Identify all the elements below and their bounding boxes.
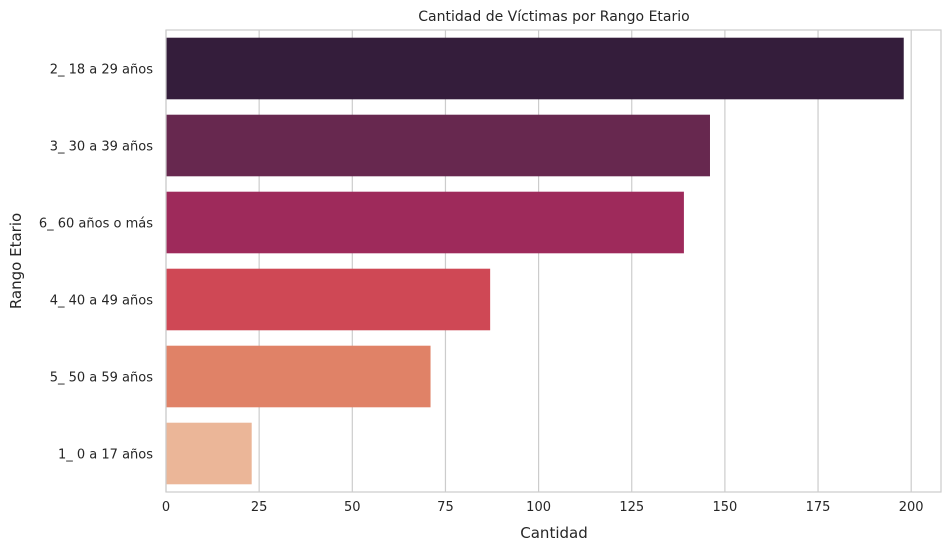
x-tick-label: 200: [899, 500, 924, 515]
bar: [166, 114, 710, 177]
x-tick-label: 75: [437, 500, 454, 515]
bar: [166, 37, 904, 100]
y-tick-label: 4_ 40 a 49 años: [50, 294, 154, 309]
x-tick-labels: 0 25 50 75 100 125 150 175 200: [162, 500, 924, 515]
x-tick-label: 100: [526, 500, 551, 515]
y-axis-label: Rango Etario: [7, 213, 25, 309]
plot-area: [166, 30, 941, 492]
plot-frame: [165, 29, 942, 493]
x-tick-label: 0: [162, 500, 170, 515]
y-tick-label: 2_ 18 a 29 años: [50, 63, 154, 78]
bar: [166, 191, 684, 254]
bar: [166, 268, 491, 331]
bars: [166, 37, 904, 485]
x-tick-label: 25: [251, 500, 268, 515]
bar: [166, 345, 431, 408]
y-tick-label: 1_ 0 a 17 años: [58, 448, 153, 463]
y-tick-labels: 2_ 18 a 29 años 3_ 30 a 39 años 6_ 60 años…: [39, 63, 153, 463]
x-tick-label: 175: [806, 500, 831, 515]
bar: [166, 422, 252, 485]
y-tick-label: 3_ 30 a 39 años: [50, 140, 154, 155]
x-axis-label: Cantidad: [520, 524, 587, 542]
x-tick-label: 125: [619, 500, 644, 515]
y-tick-label: 6_ 60 años o más: [39, 217, 153, 232]
y-tick-label: 5_ 50 a 59 años: [50, 371, 154, 386]
chart-title: Cantidad de Víctimas por Rango Etario: [418, 9, 689, 25]
x-tick-label: 50: [344, 500, 361, 515]
x-tick-label: 150: [712, 500, 737, 515]
